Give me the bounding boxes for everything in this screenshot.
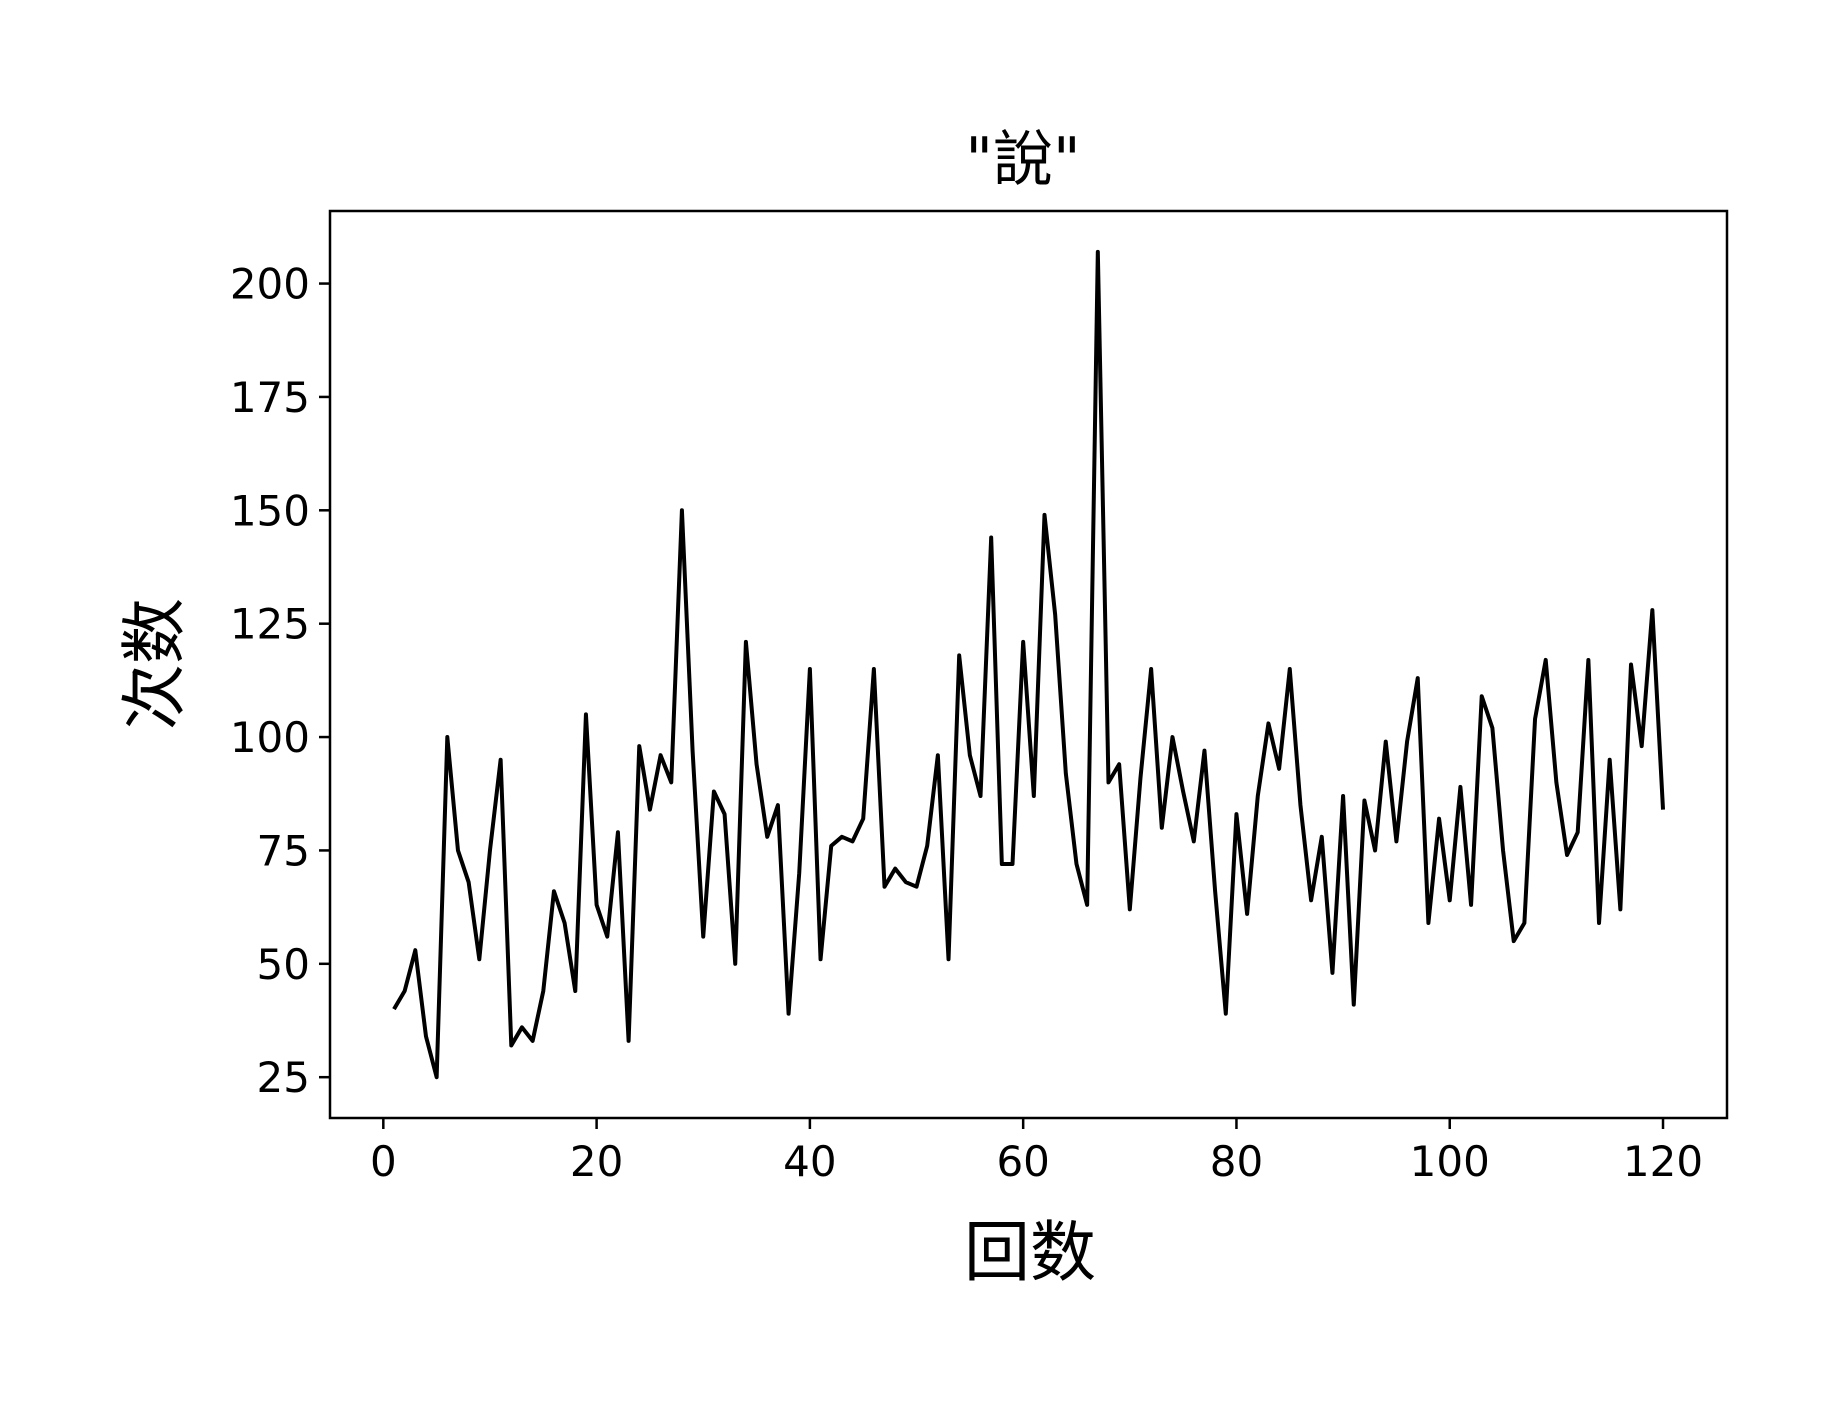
x-tick-label: 0 bbox=[370, 1137, 397, 1186]
y-tick-label: 175 bbox=[230, 373, 310, 422]
axes-frame bbox=[328, 209, 1729, 1120]
series-line bbox=[392, 249, 1666, 1080]
x-axis: 0 20 40 60 80 100 120 bbox=[370, 1118, 1703, 1186]
y-axis-label: 次数 bbox=[116, 598, 193, 730]
x-tick-label: 40 bbox=[783, 1137, 836, 1186]
x-tick-label: 20 bbox=[570, 1137, 623, 1186]
y-tick-label: 125 bbox=[230, 600, 310, 649]
x-axis-label: 回数 bbox=[964, 1214, 1096, 1291]
y-tick-label: 100 bbox=[230, 713, 310, 762]
chart-title: "說" bbox=[965, 125, 1080, 195]
y-tick-label: 75 bbox=[257, 826, 310, 875]
x-tick-label: 60 bbox=[996, 1137, 1049, 1186]
y-tick-label: 150 bbox=[230, 486, 310, 535]
y-tick-label: 200 bbox=[230, 260, 310, 309]
x-tick-label: 80 bbox=[1210, 1137, 1263, 1186]
y-tick-label: 50 bbox=[257, 940, 310, 989]
x-tick-label: 120 bbox=[1623, 1137, 1703, 1186]
y-tick-label: 25 bbox=[257, 1053, 310, 1102]
plot-area bbox=[328, 209, 1729, 1120]
x-tick-label: 100 bbox=[1410, 1137, 1490, 1186]
y-axis: 25 50 75 100 125 150 175 200 bbox=[230, 260, 330, 1102]
